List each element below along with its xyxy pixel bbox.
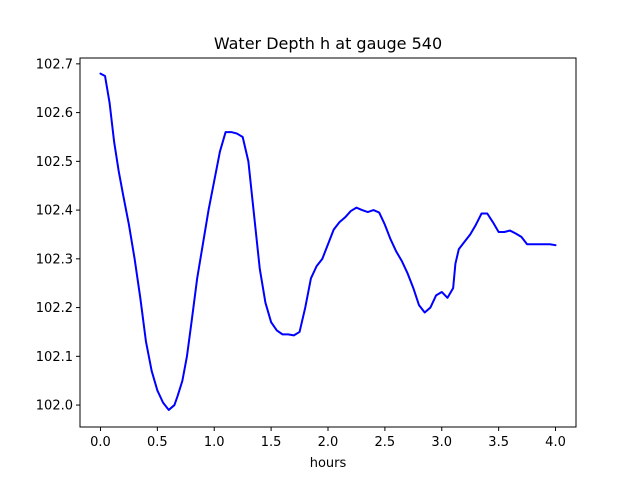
x-tick-label: 1.0 xyxy=(204,435,225,450)
y-tick-label: 102.5 xyxy=(36,155,73,170)
chart-title: Water Depth h at gauge 540 xyxy=(214,34,442,53)
y-tick-label: 102.0 xyxy=(36,399,73,414)
x-axis-label: hours xyxy=(310,456,347,471)
x-tick-label: 3.0 xyxy=(431,435,452,450)
y-tick-label: 102.2 xyxy=(36,301,73,316)
y-tick-label: 102.4 xyxy=(36,204,73,219)
x-tick-label: 0.5 xyxy=(147,435,168,450)
x-tick-label: 3.5 xyxy=(488,435,509,450)
series-line-0 xyxy=(99,72,557,411)
y-tick-label: 102.7 xyxy=(36,57,73,72)
y-tick-label: 102.1 xyxy=(36,350,73,365)
x-tick-label: 1.5 xyxy=(261,435,282,450)
x-tick-label: 2.5 xyxy=(375,435,396,450)
x-tick-label: 2.0 xyxy=(318,435,339,450)
y-tick-label: 102.6 xyxy=(36,106,73,121)
x-tick-label: 4.0 xyxy=(545,435,566,450)
y-tick-label: 102.3 xyxy=(36,252,73,267)
x-tick-label: 0.0 xyxy=(90,435,111,450)
plot-area: 0.0 0.5 1.0 1.5 2.0 2.5 3.0 3.5 4.0 102.0 102.1 102… xyxy=(36,57,577,450)
